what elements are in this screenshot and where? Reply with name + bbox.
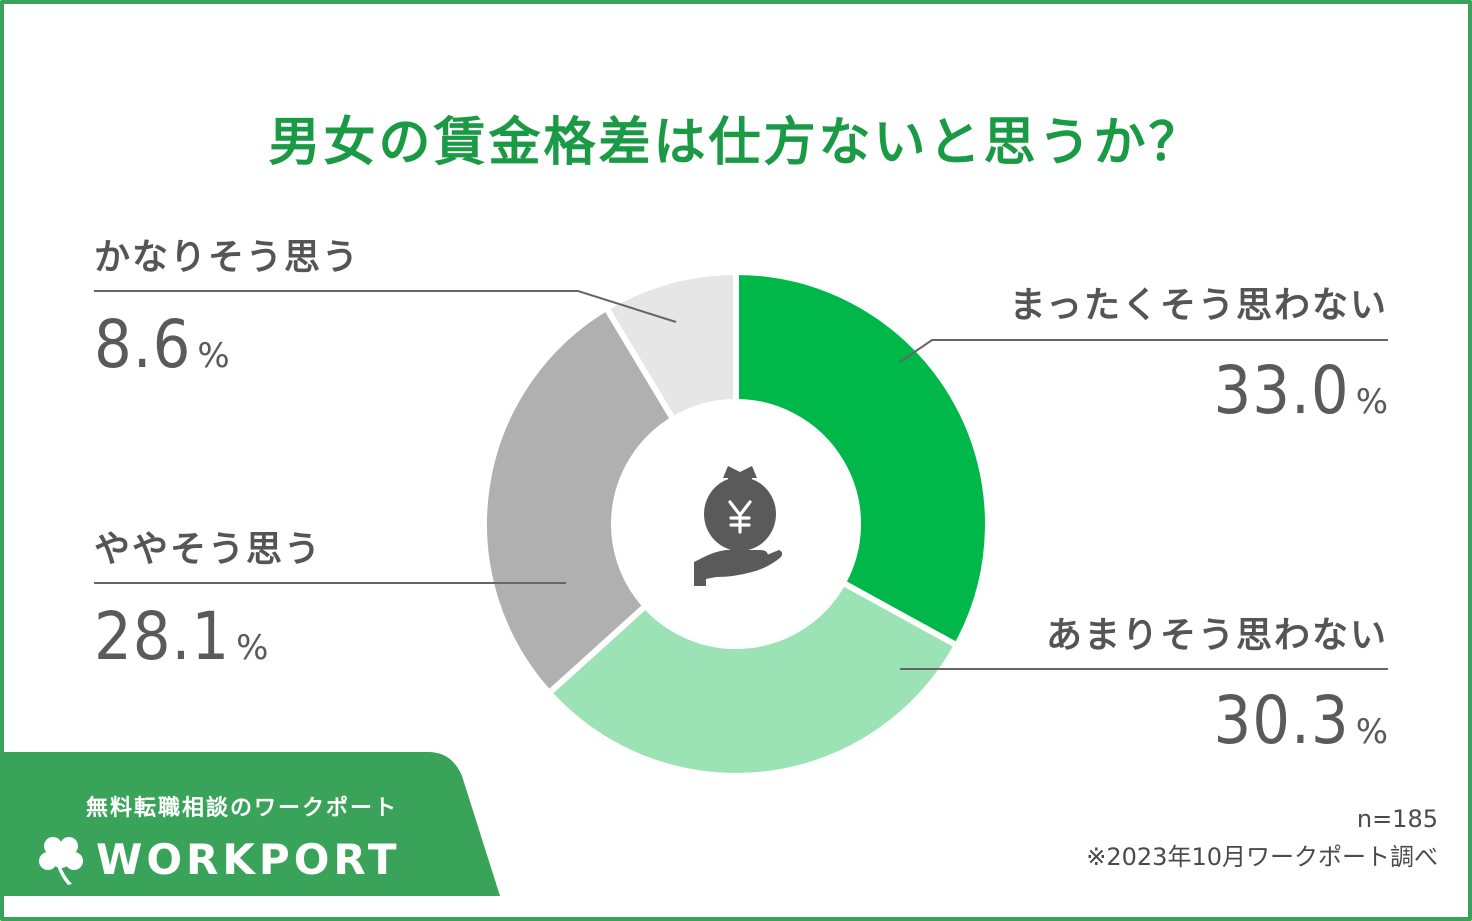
label-amari: あまりそう思わない (1045, 615, 1388, 656)
slice-mattaku (733, 268, 991, 650)
pct-value: 33.0 (1213, 352, 1350, 429)
label-yaya: ややそう思う (94, 529, 323, 570)
pct-symbol: % (1355, 712, 1388, 752)
brand-logo: WORKPORT (96, 835, 401, 884)
label-mattaku: まったくそう思わない (1009, 285, 1388, 326)
label-kanari: かなりそう思う (94, 237, 361, 278)
pct-value: 28.1 (94, 598, 231, 675)
sample-size: n=185 (1356, 805, 1438, 833)
slice-amari (544, 578, 961, 779)
leader-kanari (94, 290, 677, 323)
clover-icon (39, 837, 83, 885)
brand-tagline: 無料転職相談のワークポート (86, 796, 399, 821)
chart-title: 男女の賃金格差は仕方ないと思うか？ (268, 113, 1204, 173)
money-bag-hand-yen-icon (694, 466, 783, 586)
source-note: ※2023年10月ワークポート調べ (1086, 843, 1438, 871)
pct-value: 8.6 (94, 306, 192, 383)
pct-value: 30.3 (1213, 682, 1350, 759)
brand-panel (0, 752, 500, 896)
slice-kanari (602, 268, 739, 424)
pct-symbol: % (197, 336, 230, 376)
leader-mattaku (899, 339, 1388, 363)
pct-symbol: % (1355, 382, 1388, 422)
pct-symbol: % (236, 628, 269, 668)
pct-yaya: 28.1% (94, 602, 268, 689)
pct-amari: 30.3% (1214, 686, 1388, 773)
pct-kanari: 8.6% (94, 310, 230, 397)
pct-mattaku: 33.0% (1214, 356, 1388, 443)
